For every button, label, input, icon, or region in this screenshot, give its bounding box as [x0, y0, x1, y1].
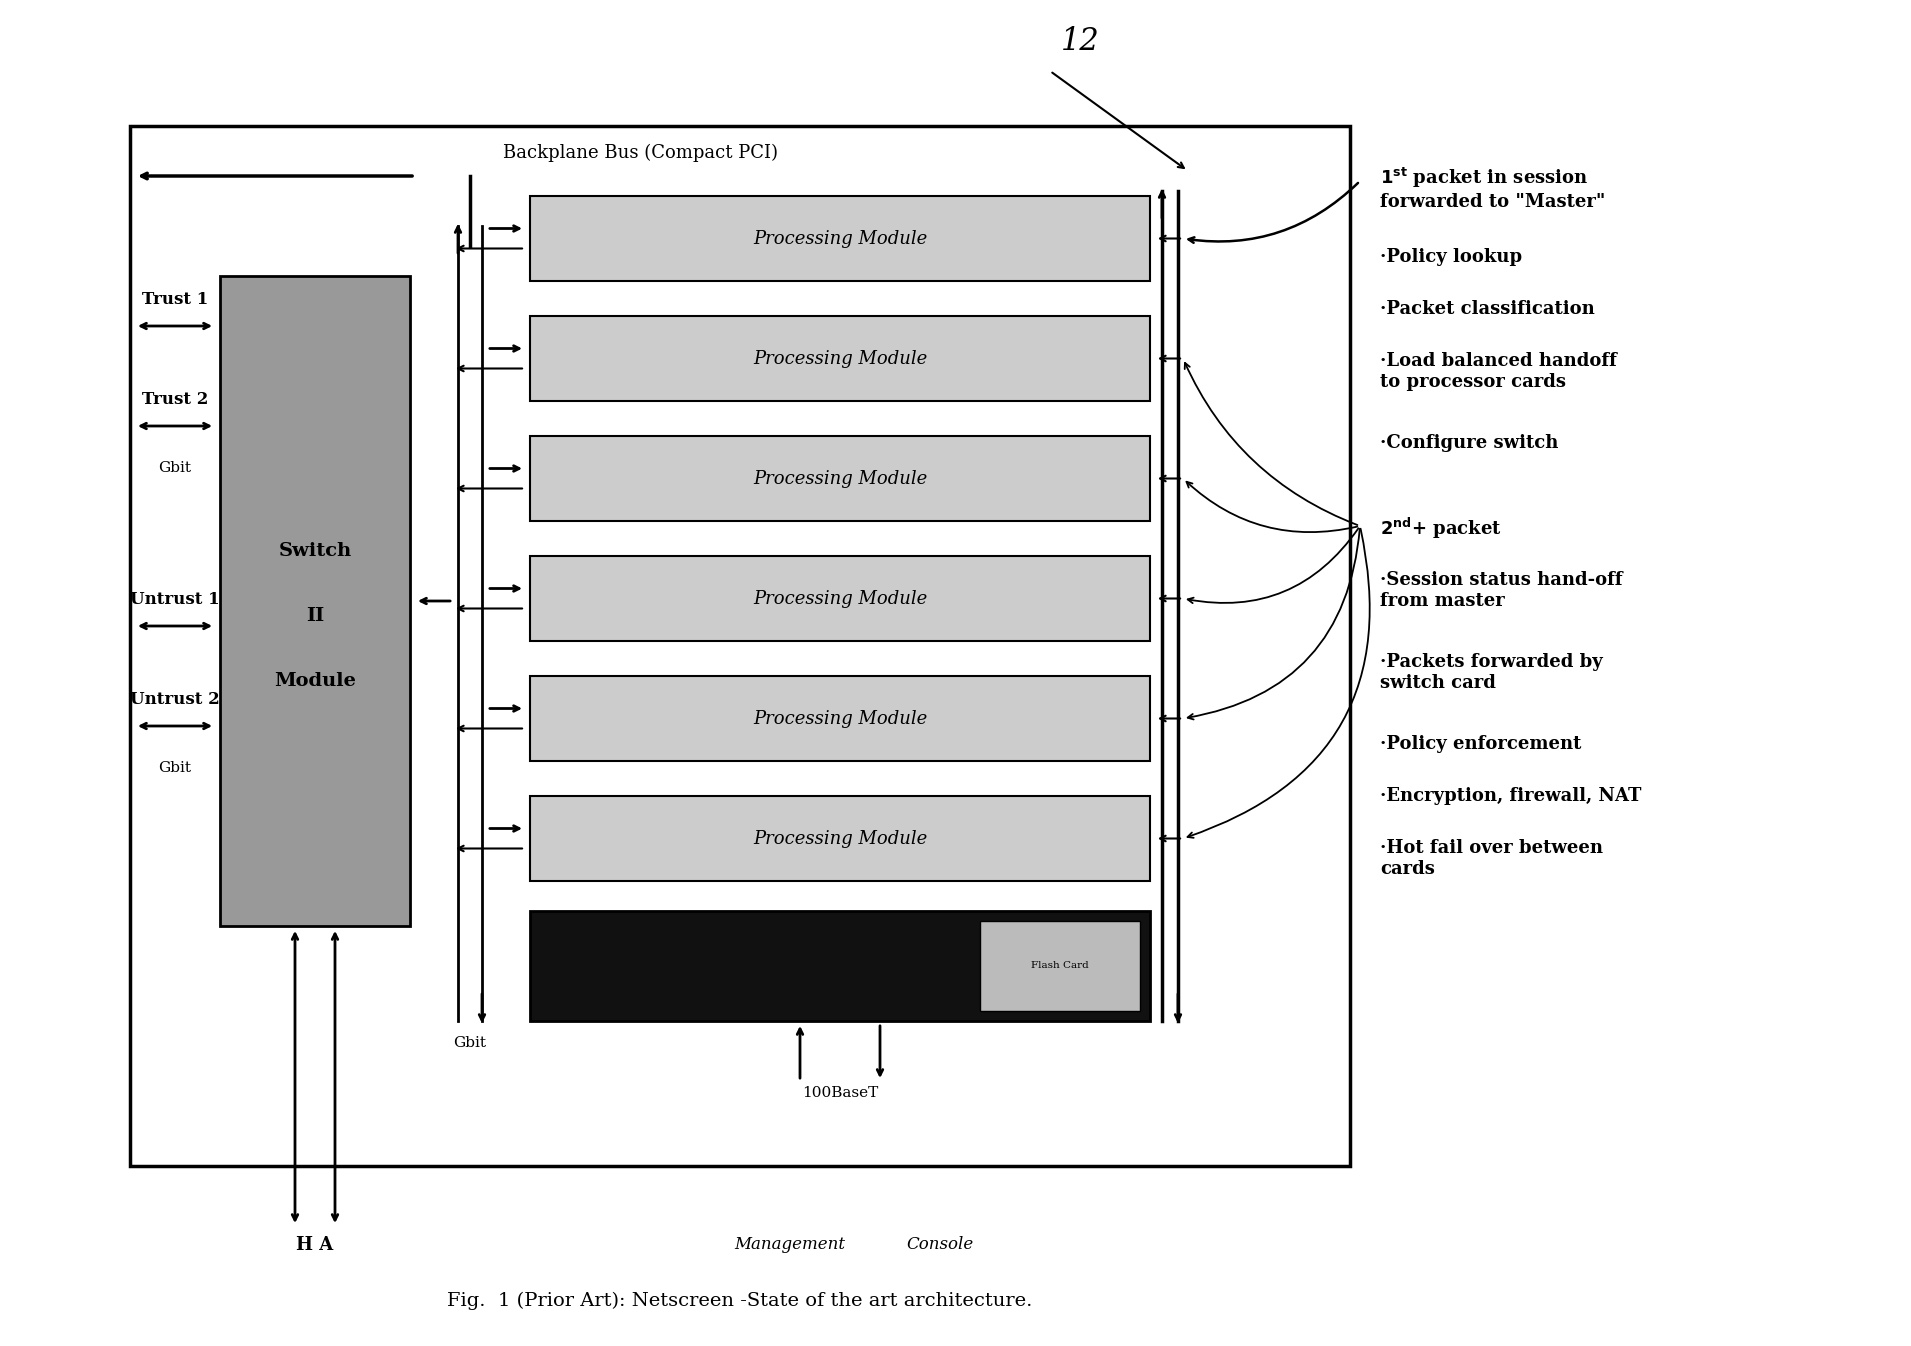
- Text: Module: Module: [273, 672, 355, 690]
- Text: ·Configure switch: ·Configure switch: [1380, 433, 1557, 452]
- Bar: [529, 197, 1150, 281]
- Text: Console: Console: [906, 1236, 973, 1253]
- Text: 12: 12: [1061, 26, 1099, 57]
- Bar: [130, 127, 1349, 1166]
- Text: Flash Card: Flash Card: [1032, 961, 1089, 970]
- Text: II: II: [306, 607, 325, 625]
- Bar: [529, 795, 1150, 882]
- Text: Backplane Bus (Compact PCI): Backplane Bus (Compact PCI): [503, 144, 778, 163]
- Text: Gbit: Gbit: [159, 760, 191, 775]
- Text: Trust 2: Trust 2: [141, 390, 208, 408]
- Bar: [220, 276, 411, 926]
- Bar: [529, 436, 1150, 521]
- Bar: [529, 911, 1150, 1022]
- Text: Fig.  1 (Prior Art): Netscreen -State of the art architecture.: Fig. 1 (Prior Art): Netscreen -State of …: [447, 1292, 1032, 1310]
- Text: ·Policy lookup: ·Policy lookup: [1380, 248, 1523, 267]
- Text: Gbit: Gbit: [453, 1036, 487, 1050]
- Text: ·Policy enforcement: ·Policy enforcement: [1380, 735, 1582, 752]
- Bar: [529, 316, 1150, 401]
- Text: ·Load balanced handoff
to processor cards: ·Load balanced handoff to processor card…: [1380, 353, 1617, 390]
- Bar: [980, 921, 1141, 1011]
- Text: ·Encryption, firewall, NAT: ·Encryption, firewall, NAT: [1380, 787, 1642, 805]
- Text: Processing Module: Processing Module: [753, 230, 927, 248]
- Text: Processing Module: Processing Module: [753, 590, 927, 607]
- Text: H A: H A: [296, 1236, 334, 1254]
- Text: Gbit: Gbit: [159, 460, 191, 475]
- Text: $\mathbf{2^{nd}}$+ packet: $\mathbf{2^{nd}}$+ packet: [1380, 516, 1502, 541]
- Text: Untrust 2: Untrust 2: [130, 690, 220, 708]
- Text: Trust 1: Trust 1: [141, 291, 208, 308]
- Text: Processing Module: Processing Module: [753, 829, 927, 848]
- Text: ·Packet classification: ·Packet classification: [1380, 300, 1596, 318]
- Text: 100BaseT: 100BaseT: [803, 1086, 879, 1100]
- Text: Untrust 1: Untrust 1: [130, 591, 220, 608]
- Bar: [529, 556, 1150, 641]
- Text: $\mathbf{1^{st}}$ packet in session
forwarded to "Master": $\mathbf{1^{st}}$ packet in session forw…: [1380, 166, 1605, 211]
- Text: Management: Management: [734, 1236, 845, 1253]
- Text: Processing Module: Processing Module: [753, 709, 927, 727]
- Text: Switch: Switch: [279, 542, 352, 560]
- Text: Processing Module: Processing Module: [753, 350, 927, 367]
- Text: ·Session status hand-off
from master: ·Session status hand-off from master: [1380, 571, 1622, 610]
- Text: Processing Module: Processing Module: [753, 470, 927, 487]
- Text: ·Hot fail over between
cards: ·Hot fail over between cards: [1380, 839, 1603, 878]
- Bar: [529, 676, 1150, 760]
- Text: ·Packets forwarded by
switch card: ·Packets forwarded by switch card: [1380, 653, 1603, 692]
